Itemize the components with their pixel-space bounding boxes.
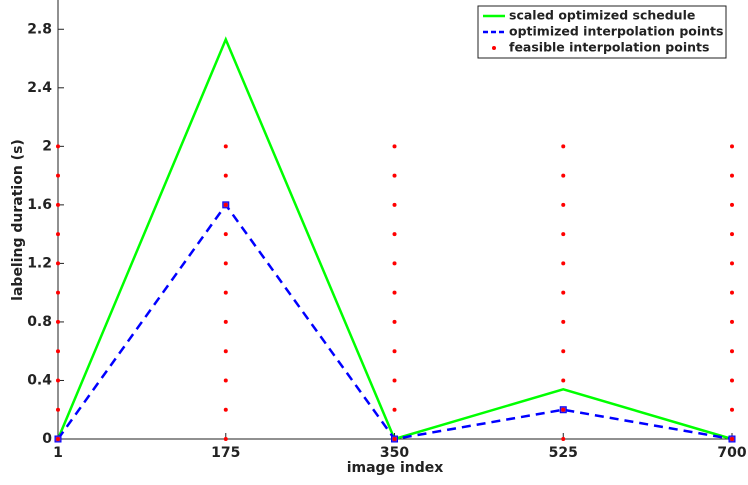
point	[392, 232, 397, 237]
point	[561, 290, 566, 295]
point	[392, 378, 397, 383]
point	[392, 349, 397, 354]
point	[730, 378, 734, 383]
point	[223, 144, 228, 149]
point	[730, 319, 734, 324]
point	[561, 144, 566, 149]
point	[730, 437, 734, 441]
point	[223, 437, 228, 441]
y-tick-label: 2.8	[27, 21, 52, 37]
y-tick-label: 1.6	[27, 197, 52, 213]
point	[730, 407, 734, 412]
point	[561, 437, 566, 441]
point	[392, 319, 397, 324]
y-tick-label: 2.4	[27, 80, 52, 96]
point	[223, 349, 228, 354]
point	[56, 173, 60, 178]
y-tick-label: 0.8	[27, 314, 52, 330]
point	[223, 173, 228, 178]
point	[392, 173, 397, 178]
point	[561, 349, 566, 354]
point	[223, 261, 228, 266]
point	[56, 144, 60, 149]
y-tick-label: 1.2	[27, 255, 52, 271]
point	[392, 290, 397, 295]
point	[730, 290, 734, 295]
point	[223, 319, 228, 324]
point	[561, 319, 566, 324]
point	[392, 202, 397, 207]
x-tick-label: 175	[211, 445, 240, 461]
point	[730, 202, 734, 207]
point	[56, 349, 60, 354]
point	[392, 144, 397, 149]
x-tick-label: 700	[717, 445, 746, 461]
point	[56, 202, 60, 207]
legend-label: optimized interpolation points	[509, 24, 723, 39]
legend-label: scaled optimized schedule	[509, 8, 695, 23]
point	[561, 261, 566, 266]
point	[56, 437, 60, 441]
point	[561, 378, 566, 383]
y-tick-label: 0.4	[27, 372, 52, 388]
point	[730, 261, 734, 266]
x-tick-label: 350	[380, 445, 409, 461]
point	[56, 290, 60, 295]
point	[56, 319, 60, 324]
point	[561, 202, 566, 207]
legend-swatch	[492, 46, 496, 50]
point	[730, 144, 734, 149]
point	[56, 378, 60, 383]
point	[223, 202, 228, 207]
legend-box	[477, 5, 727, 59]
y-tick-label: 0	[42, 431, 52, 447]
point	[392, 407, 397, 412]
point	[561, 173, 566, 178]
point	[561, 407, 566, 412]
point	[223, 407, 228, 412]
x-tick-label: 1	[53, 445, 63, 461]
y-tick-label: 2	[42, 138, 52, 154]
point	[730, 232, 734, 237]
y-axis-label: labeling duration (s)	[10, 139, 26, 301]
point	[730, 349, 734, 354]
point	[392, 261, 397, 266]
point	[392, 437, 397, 441]
x-axis-label: image index	[347, 460, 444, 476]
x-tick-label: 525	[549, 445, 578, 461]
point	[56, 407, 60, 412]
point	[561, 232, 566, 237]
point	[56, 232, 60, 237]
point	[223, 378, 228, 383]
point	[730, 173, 734, 178]
legend-label: feasible interpolation points	[509, 40, 709, 55]
point	[56, 261, 60, 266]
point	[223, 290, 228, 295]
point	[223, 232, 228, 237]
